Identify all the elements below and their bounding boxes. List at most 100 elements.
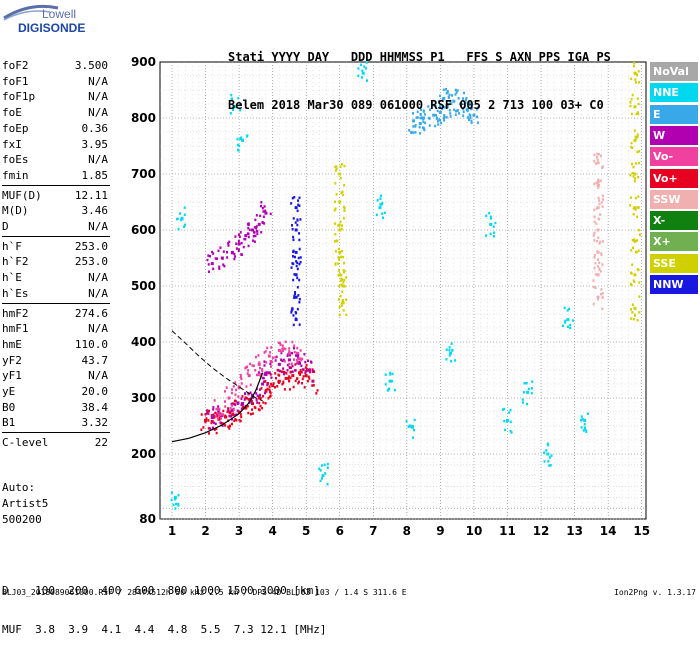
data-point [596,178,599,182]
data-point [235,418,238,422]
data-point [218,265,221,269]
data-point [339,220,342,224]
data-point [600,292,603,296]
data-point [600,201,603,204]
data-point [264,350,267,353]
data-point [308,377,311,380]
data-point [218,415,221,419]
param-value: 20.0 [81,385,109,398]
data-point [255,225,258,228]
data-point [239,376,242,379]
data-point [636,133,639,136]
data-point [465,108,469,112]
logo-top-text: Lowell [42,7,77,21]
param-value: N/A [88,74,108,88]
data-point [229,424,232,428]
data-point [209,427,212,430]
data-point [177,227,180,231]
data-point [379,203,382,206]
data-point [277,373,280,377]
data-point [292,346,295,350]
data-point [636,215,639,219]
data-point [232,413,235,416]
data-point [411,112,414,115]
data-point [415,116,418,119]
data-point [530,387,533,390]
data-point [247,392,250,396]
data-point [630,145,633,149]
data-point [468,113,471,116]
data-point [414,125,417,128]
data-point [523,381,526,385]
data-point [450,342,453,345]
param-label: D [2,220,9,233]
data-point [248,228,251,232]
data-point [445,88,448,91]
data-point [271,384,275,388]
data-point [580,419,583,422]
data-point [236,409,239,412]
data-point [244,392,247,396]
data-point [261,368,264,371]
data-point [292,358,295,361]
data-point [594,162,597,165]
data-point [213,428,216,432]
data-point [249,391,252,394]
data-point [338,250,342,254]
data-point [244,237,247,241]
data-point [381,212,384,215]
param-row-fmin: fmin 1.85 [2,168,108,184]
data-point [233,399,236,403]
param-label: hmF1 [2,322,29,336]
data-point [267,382,270,385]
data-point [632,246,635,250]
data-point [420,108,423,112]
data-point [293,294,296,298]
data-point [255,373,258,377]
data-point [264,391,267,395]
data-point [252,396,255,399]
data-point [208,254,211,258]
data-point [283,370,286,374]
data-point [294,292,297,296]
data-point [338,228,342,232]
data-point [548,456,551,459]
y-tick-label: 80 [139,512,156,526]
data-point [279,343,282,347]
data-point [297,203,300,207]
data-point [260,387,263,390]
data-point [629,196,632,199]
data-point [637,70,640,73]
data-point [630,308,633,311]
data-point [282,380,285,383]
param-label: fmin [2,168,29,182]
data-point [630,249,633,252]
data-point [318,467,321,470]
data-point [493,231,496,235]
data-point [569,326,572,330]
data-point [219,421,222,424]
data-point [246,405,249,408]
data-point [227,407,230,410]
data-point [341,193,344,197]
data-point [217,409,220,413]
legend-noval: NoVal [650,62,698,81]
data-point [292,235,295,239]
data-point [462,110,465,114]
data-point [230,418,233,421]
data-point [224,405,227,408]
data-point [451,349,454,352]
data-point [630,98,633,101]
data-point [632,175,635,178]
data-point [277,348,281,352]
data-point [366,79,369,82]
data-point [292,314,295,317]
data-point [255,392,258,395]
data-point [283,388,286,391]
data-point [180,216,183,220]
data-point [593,208,596,212]
data-point [240,253,243,256]
data-point [592,285,595,289]
data-point [233,419,236,422]
data-point [298,238,301,242]
